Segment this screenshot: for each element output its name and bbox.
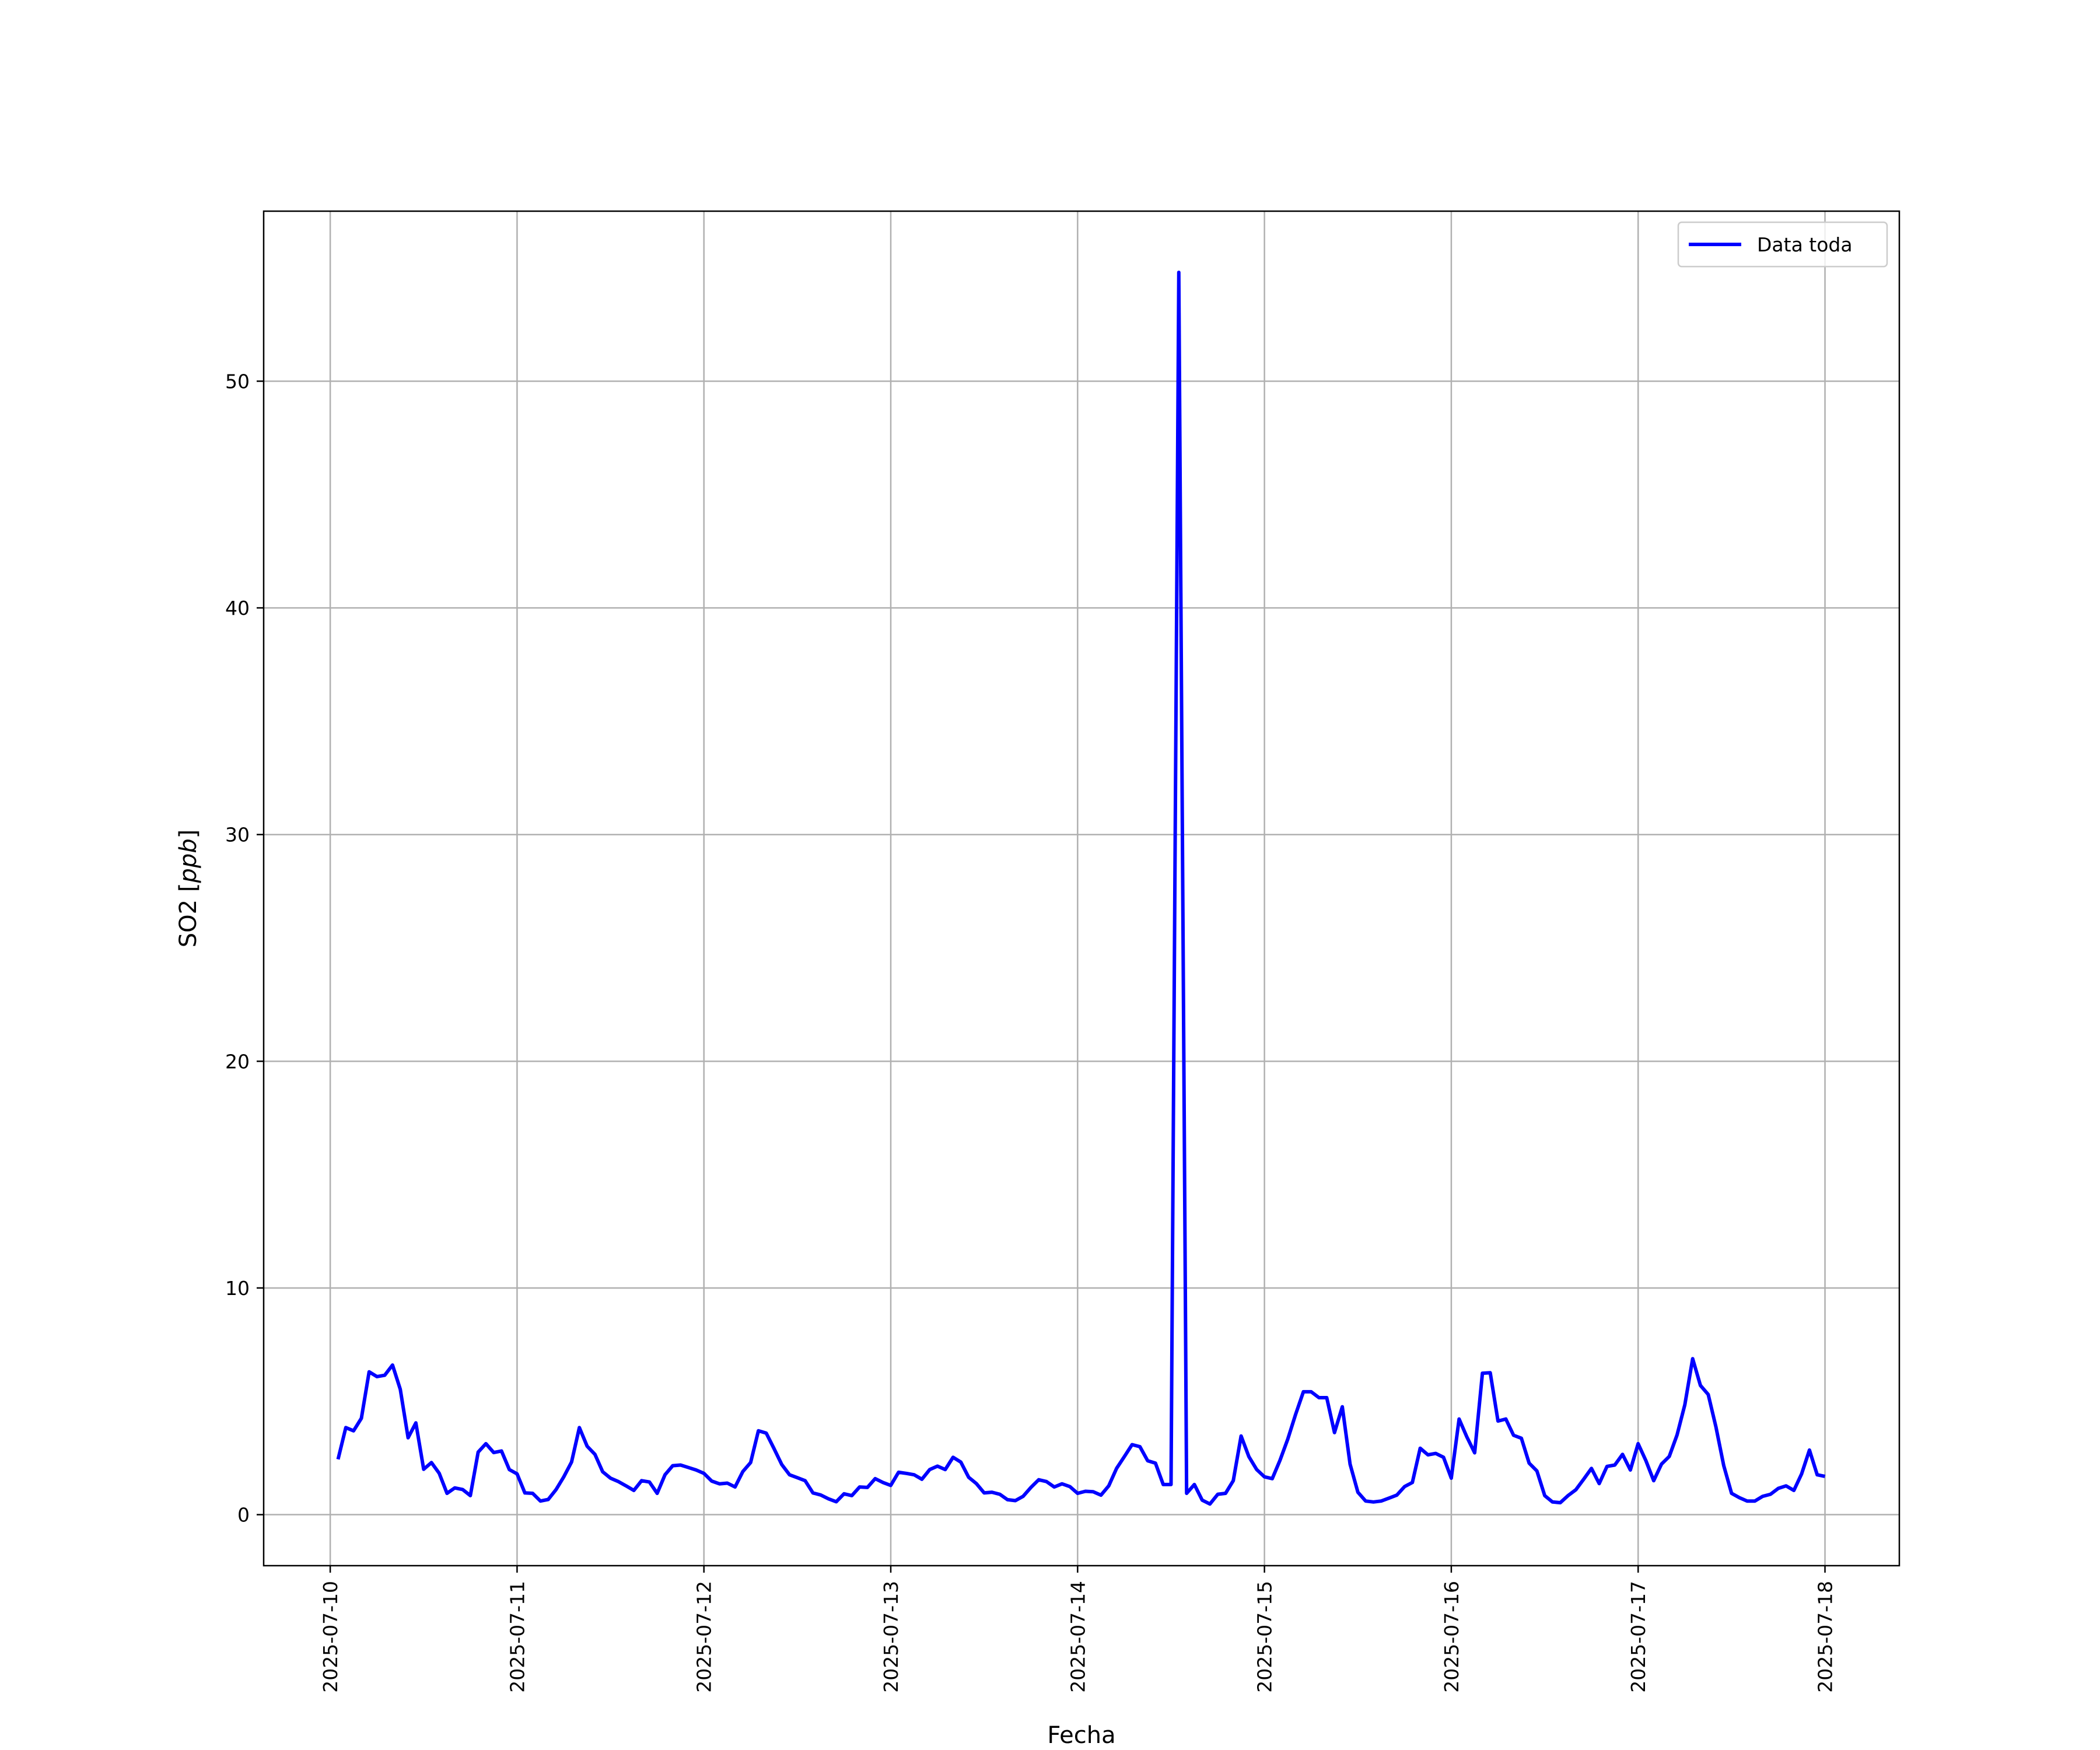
- y-tick-label: 20: [225, 1050, 250, 1073]
- x-tick-label: 2025-07-18: [1814, 1581, 1837, 1693]
- x-tick-label: 2025-07-14: [1066, 1581, 1089, 1693]
- x-axis-label: Fecha: [1047, 1722, 1115, 1749]
- y-tick-label: 30: [225, 824, 250, 846]
- legend-entry-data-toda: Data toda: [1757, 233, 1853, 256]
- y-axis-label-close: ]: [175, 830, 202, 839]
- legend-box: [1677, 221, 1888, 268]
- x-tick-label: 2025-07-17: [1627, 1581, 1650, 1693]
- x-tick-label: 2025-07-16: [1440, 1581, 1463, 1693]
- y-tick-label: 0: [237, 1504, 250, 1527]
- plot-frame: [262, 210, 1901, 1567]
- x-tick-label: 2025-07-10: [319, 1581, 342, 1693]
- y-axis-label-unit: ppb: [175, 838, 202, 883]
- y-axis-label: SO2 [ppb]: [175, 830, 202, 947]
- y-tick-label: 50: [225, 370, 250, 393]
- x-tick-label: 2025-07-12: [693, 1581, 716, 1693]
- ticks: 2025-07-10 2025-07-11 2025-07-12 2025-07-13…: [225, 370, 1837, 1692]
- y-tick-label: 40: [225, 597, 250, 620]
- x-tick-label: 2025-07-11: [506, 1581, 528, 1693]
- y-axis-label-text: SO2 [: [175, 883, 202, 948]
- x-tick-label: 2025-07-13: [880, 1581, 902, 1693]
- y-tick-label: 10: [225, 1277, 250, 1300]
- grid-lines: [264, 211, 1899, 1566]
- series-line-data-toda: [336, 270, 1826, 1506]
- legend: Data toda: [1677, 221, 1888, 268]
- series-layer: [336, 270, 1826, 1506]
- x-tick-label: 2025-07-15: [1254, 1581, 1276, 1693]
